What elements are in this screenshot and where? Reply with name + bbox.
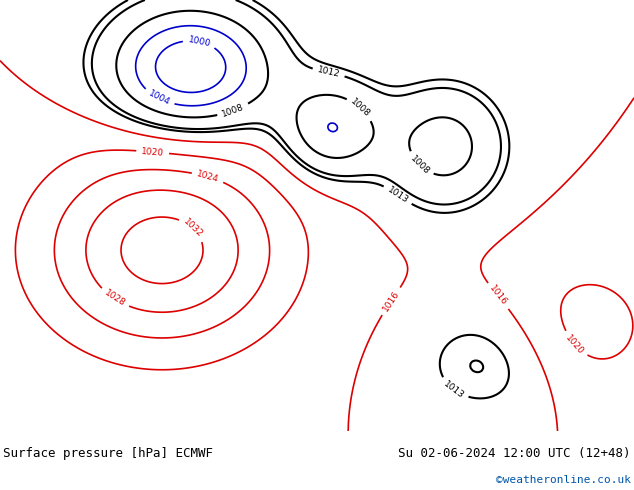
Text: 1028: 1028 xyxy=(103,289,127,309)
Text: 1008: 1008 xyxy=(221,102,245,119)
Text: ©weatheronline.co.uk: ©weatheronline.co.uk xyxy=(496,475,631,485)
Text: 1016: 1016 xyxy=(488,284,509,308)
Text: Surface pressure [hPa] ECMWF: Surface pressure [hPa] ECMWF xyxy=(3,447,213,460)
Text: 1020: 1020 xyxy=(564,333,586,356)
Text: 1004: 1004 xyxy=(147,89,171,108)
Text: 1013: 1013 xyxy=(385,185,410,205)
Text: Su 02-06-2024 12:00 UTC (12+48): Su 02-06-2024 12:00 UTC (12+48) xyxy=(398,447,631,460)
Text: 1008: 1008 xyxy=(349,97,372,120)
Text: 1032: 1032 xyxy=(181,217,204,240)
Text: 1016: 1016 xyxy=(381,289,401,313)
Text: 1024: 1024 xyxy=(196,170,220,184)
Text: 1000: 1000 xyxy=(187,35,212,49)
Text: 1008: 1008 xyxy=(408,153,431,176)
Text: 1012: 1012 xyxy=(316,66,341,79)
Text: 1020: 1020 xyxy=(141,147,164,157)
Text: 1013: 1013 xyxy=(442,379,465,400)
